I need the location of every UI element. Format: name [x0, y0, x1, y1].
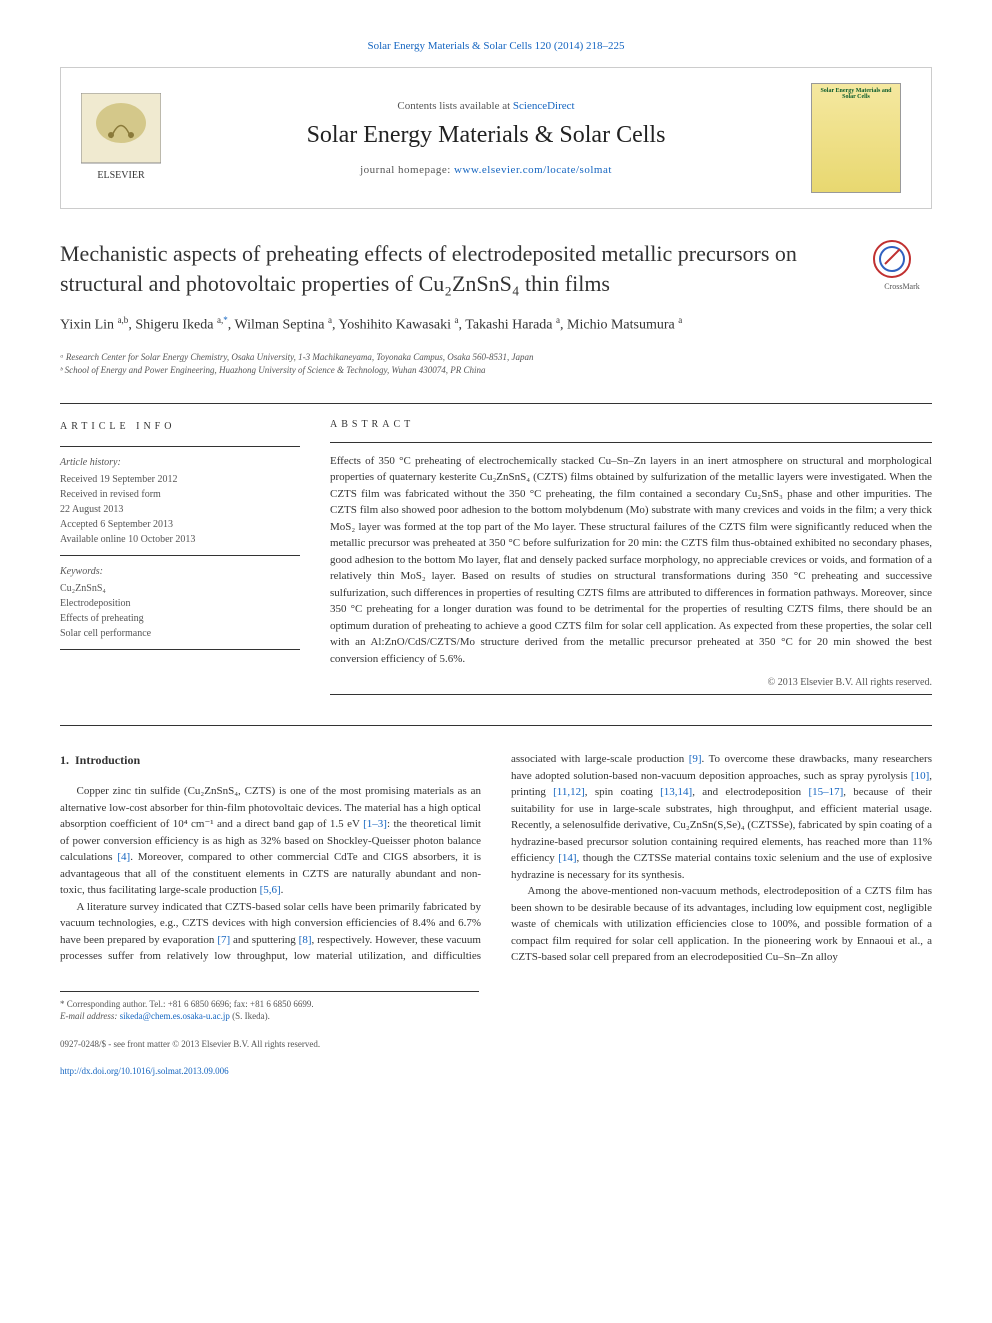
article-info-heading: ARTICLE INFO [60, 419, 300, 434]
body-paragraph: Among the above-mentioned non-vacuum met… [511, 883, 932, 966]
contents-list-line: Contents lists available at ScienceDirec… [181, 100, 791, 112]
journal-homepage-link[interactable]: www.elsevier.com/locate/solmat [454, 164, 612, 176]
journal-banner: ELSEVIER Contents lists available at Sci… [60, 67, 932, 209]
abstract-heading: ABSTRACT [330, 419, 932, 430]
svg-text:ELSEVIER: ELSEVIER [97, 170, 145, 181]
crossmark-badge[interactable]: CrossMark [872, 239, 932, 299]
footer-issn: 0927-0248/$ - see front matter © 2013 El… [60, 1038, 932, 1051]
corresponding-email-link[interactable]: sikeda@chem.es.osaka-u.ac.jp [120, 1011, 230, 1021]
article-info-sidebar: ARTICLE INFO Article history: Received 1… [60, 419, 300, 696]
doi-link[interactable]: http://dx.doi.org/10.1016/j.solmat.2013.… [60, 1066, 229, 1076]
header-citation[interactable]: Solar Energy Materials & Solar Cells 120… [60, 40, 932, 52]
section-heading: 1. Introduction [60, 751, 481, 769]
svg-text:CrossMark: CrossMark [884, 282, 920, 291]
elsevier-logo: ELSEVIER [81, 93, 161, 183]
body-paragraph: Copper zinc tin sulfide (Cu₂ZnSnS₄, CZTS… [60, 783, 481, 899]
abstract-block: ABSTRACT Effects of 350 °C preheating of… [330, 419, 932, 696]
divider [60, 725, 932, 726]
sciencedirect-link[interactable]: ScienceDirect [513, 100, 575, 112]
journal-homepage-line: journal homepage: www.elsevier.com/locat… [181, 164, 791, 176]
article-title: Mechanistic aspects of preheating effect… [60, 239, 857, 299]
abstract-copyright: © 2013 Elsevier B.V. All rights reserved… [330, 677, 932, 688]
corresponding-author-footnote: * Corresponding author. Tel.: +81 6 6850… [60, 991, 479, 1023]
journal-name: Solar Energy Materials & Solar Cells [181, 122, 791, 149]
author-list: Yixin Lin a,b, Shigeru Ikeda a,*, Wilman… [60, 314, 932, 336]
affiliations: ᵃ Research Center for Solar Energy Chemi… [60, 351, 932, 378]
abstract-text: Effects of 350 °C preheating of electroc… [330, 453, 932, 668]
journal-cover-thumbnail: Solar Energy Materials and Solar Cells [811, 83, 901, 193]
body-text: 1. Introduction Copper zinc tin sulfide … [60, 751, 932, 966]
divider [60, 403, 932, 404]
